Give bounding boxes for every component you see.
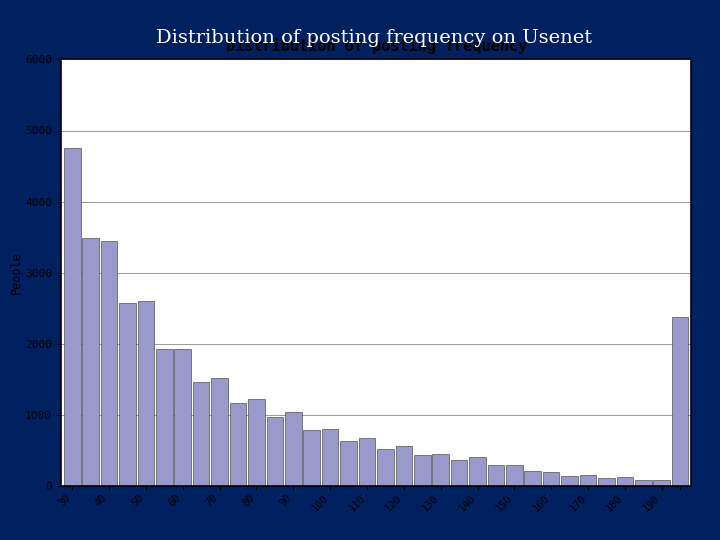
Bar xyxy=(193,382,210,486)
Bar xyxy=(487,464,504,486)
Bar xyxy=(212,378,228,486)
Bar xyxy=(451,460,467,486)
Bar xyxy=(672,317,688,486)
Bar xyxy=(469,457,486,486)
Text: More
than 200: More than 200 xyxy=(656,536,704,540)
Bar xyxy=(433,454,449,486)
Bar xyxy=(156,349,173,486)
Bar xyxy=(654,480,670,486)
Bar xyxy=(138,301,154,486)
Y-axis label: People: People xyxy=(9,251,22,294)
Bar xyxy=(598,478,615,486)
Bar xyxy=(616,477,633,486)
Text: Distribution of posting frequency on Usenet: Distribution of posting frequency on Use… xyxy=(156,29,593,47)
Bar xyxy=(230,403,246,486)
Bar xyxy=(120,303,136,486)
Bar xyxy=(64,148,81,486)
Bar xyxy=(524,471,541,486)
Bar xyxy=(285,412,302,486)
Bar xyxy=(174,349,191,486)
Bar xyxy=(303,430,320,486)
Bar xyxy=(322,429,338,486)
Bar xyxy=(359,437,375,486)
Bar xyxy=(562,476,578,486)
Bar xyxy=(341,441,357,486)
Bar xyxy=(635,480,652,486)
Bar xyxy=(248,399,265,486)
Bar xyxy=(82,238,99,486)
Bar xyxy=(506,464,523,486)
Bar xyxy=(543,472,559,486)
Bar xyxy=(266,417,283,486)
Bar xyxy=(414,456,431,486)
Bar xyxy=(377,449,394,486)
Bar xyxy=(101,241,117,486)
Bar xyxy=(395,446,412,486)
Title: Distribution of posting frequency: Distribution of posting frequency xyxy=(225,38,527,54)
Bar xyxy=(580,475,596,486)
